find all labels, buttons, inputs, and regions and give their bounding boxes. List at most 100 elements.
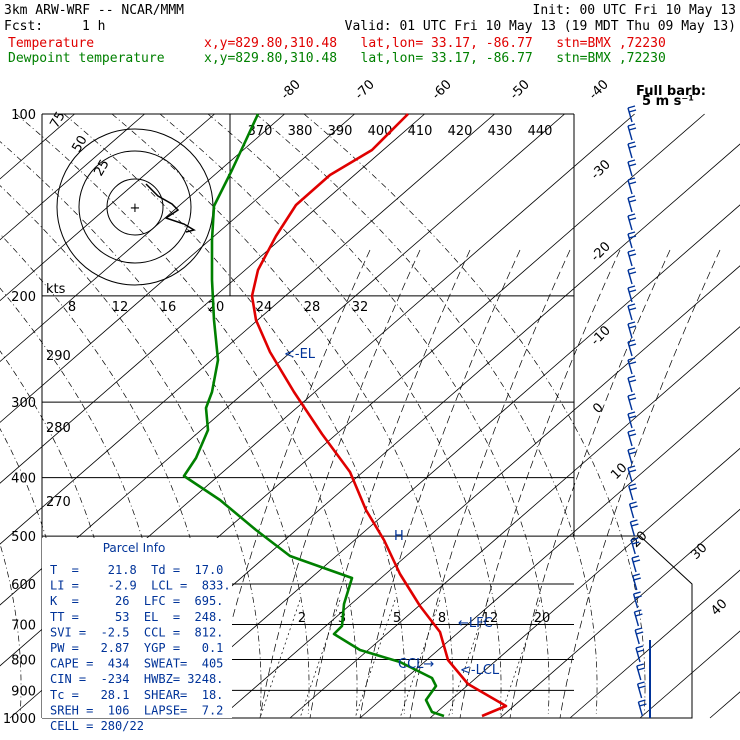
mixing-ratio-label: 20: [534, 611, 551, 626]
parcel-info-row: TT = 53 EL = 248.: [50, 610, 223, 624]
wind-barb-shaft: [628, 485, 634, 501]
pressure-label: 500: [11, 530, 36, 545]
wind-barb-flag: [628, 325, 637, 329]
theta-label: 370: [248, 124, 273, 139]
theta-label: 410: [408, 124, 433, 139]
temperature-tick-label: -80: [278, 77, 304, 103]
wind-barb-flag: [628, 379, 637, 383]
wind-barb-flag: [636, 631, 644, 635]
isotherm-line: [0, 113, 565, 606]
wind-barbs: Full barb:5 m s⁻¹: [627, 84, 706, 718]
wind-barb-shaft: [632, 575, 638, 591]
wind-barb-flag: [633, 591, 641, 595]
hodo-ring: [106, 178, 164, 236]
wind-barb-flag: [631, 555, 640, 559]
mixing-ratio-label: 12: [482, 611, 499, 626]
pressure-label: 200: [11, 290, 36, 305]
temperature-tick-label: -50: [507, 77, 533, 103]
wind-barb-flag: [627, 339, 636, 343]
isotherm-line: [0, 113, 425, 484]
wind-barb-shaft: [627, 431, 633, 447]
wind-barb-flag: [628, 253, 637, 257]
lcl-annotation: <-LCL: [460, 663, 500, 678]
isotherm-line: [0, 113, 145, 241]
hodo-ring-label: 50: [69, 133, 90, 155]
dry-adiabat: [0, 141, 310, 715]
wind-barb-flag: [627, 123, 636, 127]
dry-adiabat: [159, 113, 502, 715]
el-annotation: <-EL: [284, 347, 316, 362]
theta-left-label: 280: [46, 421, 71, 436]
wind-barb-shaft: [627, 179, 633, 195]
init-time: Init: 00 UTC Fri 10 May 13: [532, 3, 737, 18]
temperature-tick-label: 30: [688, 541, 710, 563]
isotherm-line: [0, 113, 495, 545]
hodo-speed-label: 12: [112, 300, 129, 315]
wind-barb-flag: [628, 289, 637, 293]
moist-adiabat: [259, 249, 421, 719]
parcel-info-row: SVI = -2.5 CCL = 812.: [50, 625, 223, 639]
isotherm-line: [499, 508, 740, 719]
wind-barb-shaft: [627, 287, 633, 303]
wind-barb-flag: [627, 195, 636, 199]
wind-barb-shaft: [627, 377, 633, 393]
mixing-ratio-line: [447, 599, 489, 719]
wind-barb-shaft: [627, 125, 633, 141]
theta-label: 380: [288, 124, 313, 139]
wind-barb-flag: [633, 577, 641, 581]
wind-barb-flag: [627, 375, 636, 379]
parcel-info-title: Parcel Info: [103, 541, 166, 555]
hodo-speed-label: 24: [256, 300, 273, 315]
dry-adiabat: [207, 113, 550, 715]
parcel-info-row: CELL = 280/22: [50, 719, 144, 733]
wind-barb-flag: [632, 541, 640, 545]
wind-barb-flag: [627, 357, 636, 361]
wind-barb-flag: [639, 703, 647, 707]
wind-barb-flag: [627, 411, 636, 415]
parcel-info-row: LI = -2.9 LCL = 833.: [50, 579, 231, 593]
wind-barb-shaft: [632, 593, 639, 609]
isotherm-line: [709, 691, 740, 719]
wind-barb-flag: [627, 267, 636, 271]
dry-adiabat: [111, 113, 454, 715]
wind-barb-shaft: [627, 251, 633, 267]
wind-barb-flag: [634, 595, 642, 599]
temperature-tick-label: 10: [608, 461, 630, 483]
wind-barb-flag: [627, 303, 636, 307]
wind-barb-flag: [629, 487, 637, 491]
hodo-ring-label: 75: [47, 109, 68, 131]
wind-barb-shaft: [627, 143, 633, 159]
moist-adiabat: [509, 249, 671, 719]
wind-barb-shaft: [627, 305, 633, 321]
wind-barb-shaft: [629, 521, 636, 537]
hodo-speed-label: 20: [208, 300, 225, 315]
temperature-tick-label: -40: [586, 77, 612, 103]
dry-adiabat: [303, 113, 646, 715]
wind-barb-flag: [628, 181, 637, 185]
temperature-location: x,y=829.80,310.48 lat,lon= 33.17, -86.77…: [204, 36, 666, 51]
wind-barb-flag: [638, 685, 646, 689]
wind-barb-flag: [638, 699, 646, 703]
frame-right-extension: [42, 535, 693, 719]
hodo-ring-label: 25: [91, 157, 112, 179]
wind-barb-flag: [627, 105, 636, 109]
theta-label: 420: [448, 124, 473, 139]
temperature-tick-label: 40: [708, 597, 730, 619]
wind-barb-shaft: [627, 107, 633, 123]
wind-barb-flag: [631, 537, 639, 541]
wind-barb-flag: [627, 141, 636, 145]
wind-barb-shaft: [627, 269, 633, 285]
moist-adiabat: [209, 249, 371, 719]
wind-barb-shaft: [636, 683, 643, 699]
wind-barb-shaft: [631, 557, 637, 573]
mixing-ratio-line: [399, 599, 441, 719]
wind-barb-flag: [628, 217, 637, 221]
mixing-ratio-line: [259, 599, 301, 719]
h-annotation: H: [394, 529, 404, 544]
temperature-tick-label: -60: [429, 77, 455, 103]
wind-barb-flag: [628, 127, 637, 131]
wind-barb-flag: [627, 429, 636, 433]
barb-legend-title: Full barb:: [636, 84, 706, 99]
